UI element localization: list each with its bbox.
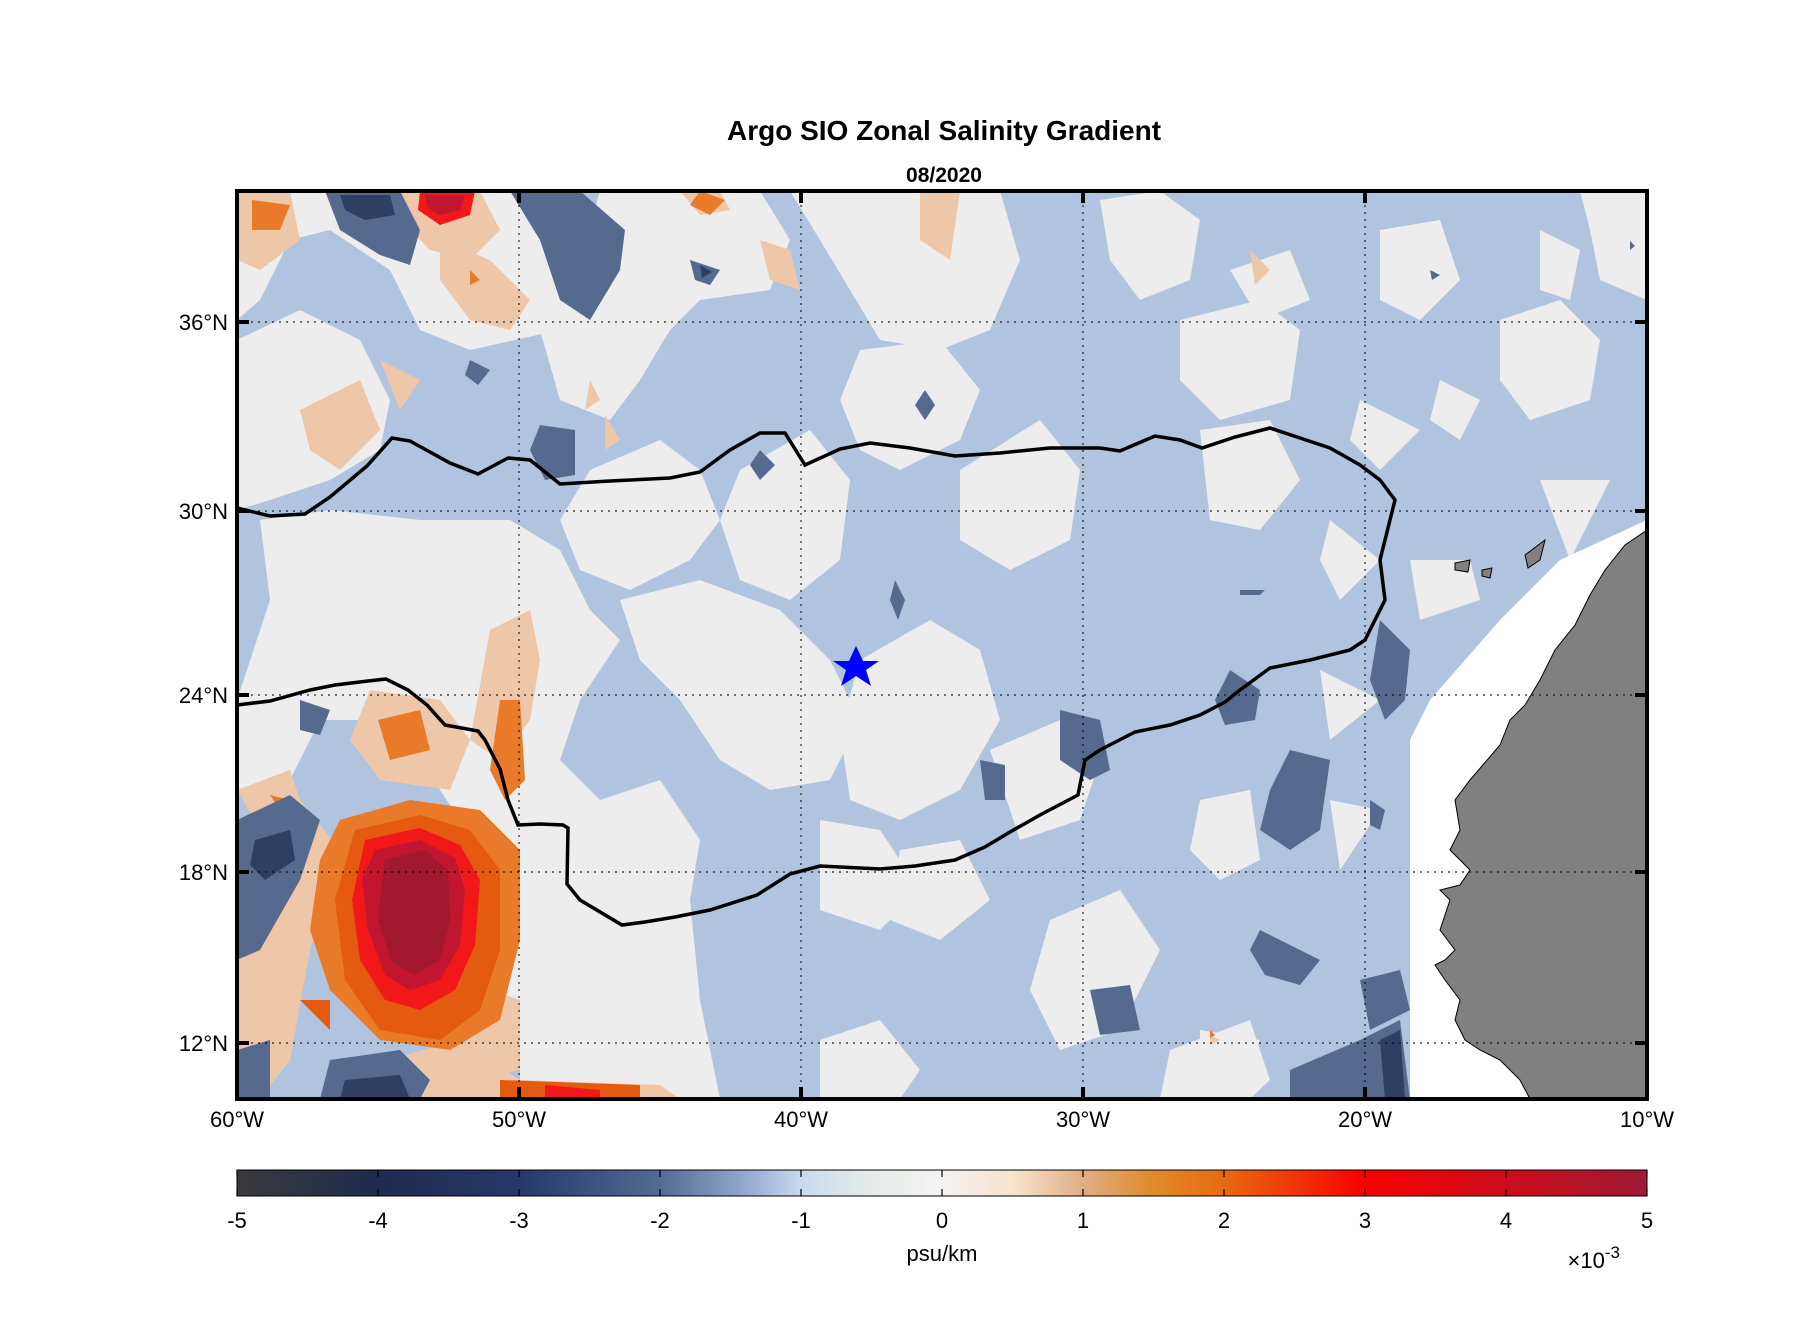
chart-subtitle: 08/2020 — [906, 164, 982, 187]
canary-islands — [1454, 538, 1546, 579]
x-tick-label: 20°W — [1338, 1107, 1392, 1132]
colorbar-tick-label: -1 — [791, 1208, 811, 1233]
x-axis-ticks: 60°W 50°W 40°W 30°W 20°W 10°W — [210, 191, 1674, 1132]
x-tick-label: 60°W — [210, 1107, 264, 1132]
colorbar-tick-label: 2 — [1218, 1208, 1230, 1233]
location-star-marker — [833, 646, 879, 686]
colorbar-tick-label: 0 — [936, 1208, 948, 1233]
africa-landmass — [1434, 529, 1647, 1099]
x-tick-label: 10°W — [1620, 1107, 1674, 1132]
colorbar-tick-label: -4 — [368, 1208, 388, 1233]
colorbar-tick-label: 4 — [1500, 1208, 1512, 1233]
chart-title: Argo SIO Zonal Salinity Gradient — [727, 115, 1161, 146]
map-area — [237, 191, 1647, 1099]
y-tick-label: 30°N — [179, 499, 228, 524]
map-frame — [235, 189, 1649, 1101]
positive-regions-max — [378, 850, 450, 975]
colorbar-tick-label: -5 — [227, 1208, 247, 1233]
x-tick-label: 30°W — [1056, 1107, 1110, 1132]
contour-line-north — [237, 426, 1397, 927]
y-tick-label: 12°N — [179, 1031, 228, 1056]
graticule — [237, 191, 1647, 1099]
y-axis-ticks: 12°N 18°N 24°N 30°N 36°N — [179, 310, 1647, 1056]
colorbar-tick-label: -2 — [650, 1208, 670, 1233]
y-tick-label: 36°N — [179, 310, 228, 335]
colorbar-tick-label: 3 — [1359, 1208, 1371, 1233]
x-tick-label: 40°W — [774, 1107, 828, 1132]
colorbar-multiplier-prefix: ×10 — [1568, 1248, 1605, 1273]
colorbar-tick-label: 5 — [1641, 1208, 1653, 1233]
colorbar-multiplier: ×10-3 — [1568, 1243, 1620, 1273]
colorbar-label: psu/km — [907, 1241, 978, 1266]
colorbar-tick-label: -3 — [509, 1208, 529, 1233]
colorbar-multiplier-exponent: -3 — [1605, 1243, 1620, 1262]
y-tick-label: 24°N — [179, 683, 228, 708]
negative-regions-strong — [250, 195, 1405, 1099]
colorbar-ticks: -5 -4 -3 -2 -1 0 1 2 3 4 5 — [227, 1170, 1653, 1233]
x-tick-label: 50°W — [492, 1107, 546, 1132]
y-tick-label: 18°N — [179, 860, 228, 885]
negative-regions-medium — [237, 191, 1635, 1099]
colorbar-tick-label: 1 — [1077, 1208, 1089, 1233]
